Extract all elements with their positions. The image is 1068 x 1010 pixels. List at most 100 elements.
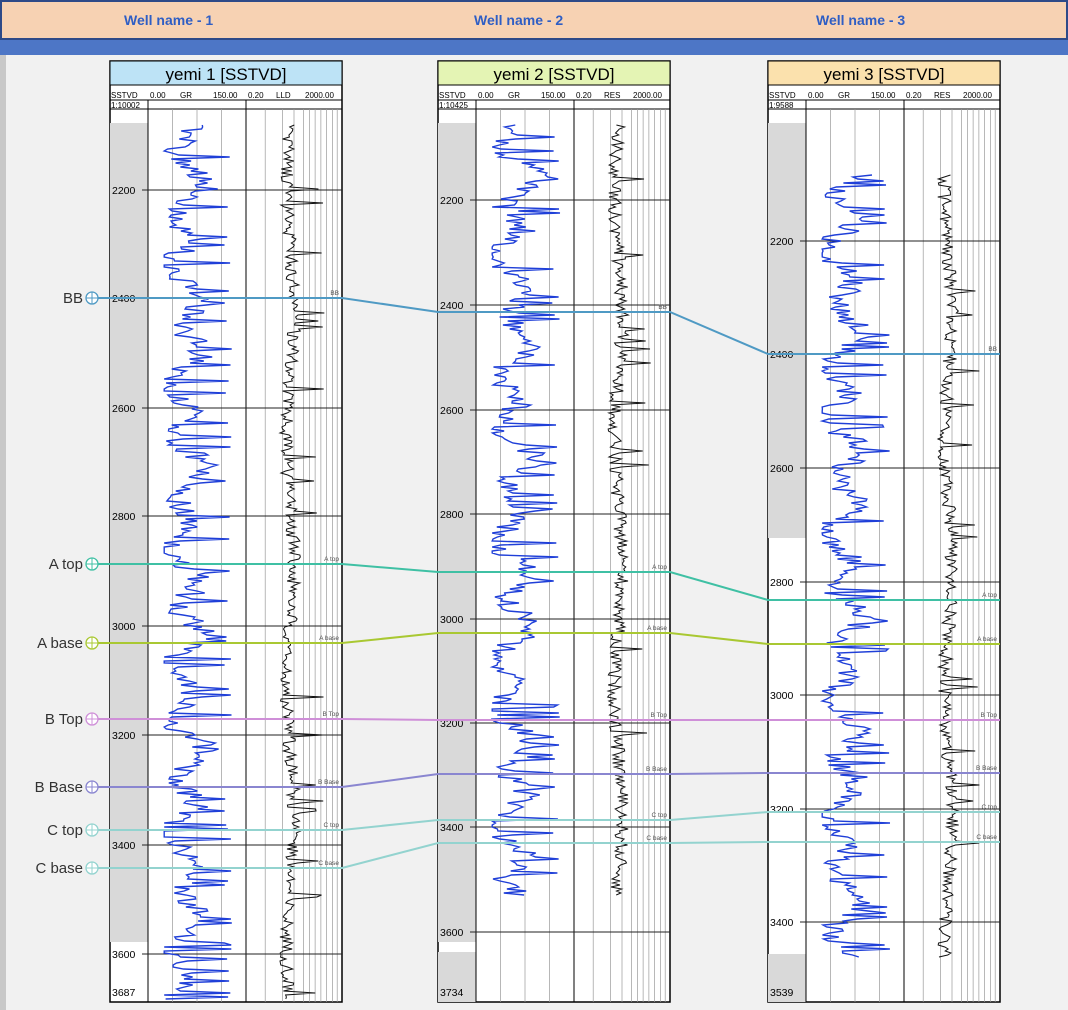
bottom-depth-label: 3539 <box>770 987 794 999</box>
depth-tick-label: 2200 <box>112 185 136 197</box>
gr-log-curve <box>489 124 561 896</box>
depth-tick-label: 2600 <box>770 463 794 475</box>
horizon-name-label: B Top <box>45 711 83 728</box>
well-name-2-label: Well name - 2 <box>474 12 564 28</box>
resistivity-log-curve <box>936 174 980 958</box>
depth-tick-label: 3600 <box>440 927 464 939</box>
well-name-3-label: Well name - 3 <box>816 12 906 28</box>
horizon-tag: A base <box>647 625 667 632</box>
depth-tick-label: 2800 <box>440 509 464 521</box>
horizon-line <box>90 632 1000 645</box>
gr-curve-label: GR <box>180 91 192 100</box>
horizon-name-label: A top <box>49 556 83 573</box>
depth-column-band <box>438 952 476 1002</box>
track-title: yemi 1 [SSTVD] <box>166 65 287 84</box>
horizon-tag: B Base <box>318 779 339 786</box>
depth-column-band <box>110 123 148 942</box>
horizon-tag: A top <box>982 592 997 599</box>
horizon-tag: A top <box>652 564 667 571</box>
horizon-tag: B Base <box>646 766 667 773</box>
horizon-line <box>90 563 1000 601</box>
horizon-name-label: B Base <box>35 779 83 796</box>
depth-tick-label: 3000 <box>112 621 136 633</box>
horizon-name-label: C top <box>47 822 83 839</box>
depth-tick-label: 3400 <box>440 822 464 834</box>
gr-curve-label: GR <box>838 91 850 100</box>
depth-column-label: SSTVD <box>769 91 796 100</box>
depth-tick-label: 2200 <box>440 195 464 207</box>
gr-min-label: 0.00 <box>478 91 494 100</box>
horizon-tag: B Top <box>322 711 339 718</box>
depth-column-label: SSTVD <box>111 91 138 100</box>
track-title: yemi 3 [SSTVD] <box>824 65 945 84</box>
horizon-tag: BB <box>988 346 997 353</box>
horizon-tag: C base <box>976 834 997 841</box>
horizon-line <box>90 772 1000 788</box>
depth-tick-label: 2200 <box>770 236 794 248</box>
track-header <box>767 60 1001 86</box>
depth-tick-label: 2600 <box>112 403 136 415</box>
depth-tick-label: 3200 <box>770 804 794 816</box>
res-max-label: 2000.00 <box>633 91 662 100</box>
gr-max-label: 150.00 <box>541 91 566 100</box>
horizon-tag: C base <box>646 835 667 842</box>
horizon-tag: B Base <box>976 765 997 772</box>
horizon-correlation-lines: BB BB BB BB A top A top A top A top A base A base… <box>35 290 1000 877</box>
horizon-tag: A base <box>977 636 997 643</box>
res-max-label: 2000.00 <box>305 91 334 100</box>
horizon-tag: C top <box>323 822 339 829</box>
depth-tick-label: 3400 <box>112 840 136 852</box>
depth-column-band <box>438 123 476 942</box>
toolbar-strip <box>0 40 1068 55</box>
horizon-tag: C top <box>651 812 667 819</box>
horizon-tag: A top <box>324 556 339 563</box>
well-correlation-panel[interactable]: yemi 1 [SSTVD] SSTVD 0.00 GR 150.00 0.20 LLD 20… <box>6 55 1068 1010</box>
track-title: yemi 2 [SSTVD] <box>494 65 615 84</box>
res-curve-label: RES <box>604 91 620 100</box>
depth-tick-label: 3200 <box>440 718 464 730</box>
depth-tick-label: 3000 <box>440 614 464 626</box>
depth-column-band <box>768 123 806 538</box>
well-track-1[interactable]: yemi 1 [SSTVD] SSTVD 0.00 GR 150.00 0.20 LLD 20… <box>109 60 343 1003</box>
res-max-label: 2000.00 <box>963 91 992 100</box>
well-name-banner: Well name - 1 Well name - 2 Well name - … <box>0 0 1068 40</box>
resistivity-log-curve <box>606 124 651 896</box>
gr-log-curve <box>819 174 891 958</box>
resistivity-log-curve <box>278 124 325 1000</box>
horizon-line <box>90 297 1000 355</box>
well-track-3[interactable]: yemi 3 [SSTVD] SSTVD 0.00 GR 150.00 0.20 RES 20… <box>767 60 1001 1003</box>
depth-tick-label: 2600 <box>440 405 464 417</box>
track-header <box>437 60 671 86</box>
well-section-canvas[interactable]: yemi 1 [SSTVD] SSTVD 0.00 GR 150.00 0.20 LLD 20… <box>0 55 1068 1010</box>
horizon-name-label: BB <box>63 290 83 307</box>
depth-tick-label: 3000 <box>770 690 794 702</box>
gr-min-label: 0.00 <box>150 91 166 100</box>
well-track-2[interactable]: yemi 2 [SSTVD] SSTVD 0.00 GR 150.00 0.20 RES 20… <box>437 60 671 1003</box>
depth-tick-label: 2800 <box>770 577 794 589</box>
depth-column-label: SSTVD <box>439 91 466 100</box>
bottom-depth-label: 3687 <box>112 987 136 999</box>
bottom-depth-label: 3734 <box>440 987 464 999</box>
res-curve-label: LLD <box>276 91 291 100</box>
horizon-tag: B Top <box>980 712 997 719</box>
res-min-label: 0.20 <box>576 91 592 100</box>
gr-log-curve <box>162 124 232 1000</box>
horizon-line <box>90 811 1000 831</box>
horizon-name-label: C base <box>35 860 83 877</box>
gr-min-label: 0.00 <box>808 91 824 100</box>
horizon-tag: B Top <box>650 712 667 719</box>
horizon-tag: C base <box>318 860 339 867</box>
horizon-tag: BB <box>658 304 667 311</box>
depth-column-band <box>768 954 806 1002</box>
gr-curve-label: GR <box>508 91 520 100</box>
horizon-tag: C top <box>981 804 997 811</box>
horizon-tag: A base <box>319 635 339 642</box>
horizon-line <box>90 841 1000 869</box>
scale-label: 1:10425 <box>439 101 468 110</box>
horizon-tag: BB <box>330 290 339 297</box>
res-min-label: 0.20 <box>906 91 922 100</box>
well-name-1-label: Well name - 1 <box>124 12 214 28</box>
track-header <box>109 60 343 86</box>
depth-tick-label: 2800 <box>112 511 136 523</box>
res-min-label: 0.20 <box>248 91 264 100</box>
